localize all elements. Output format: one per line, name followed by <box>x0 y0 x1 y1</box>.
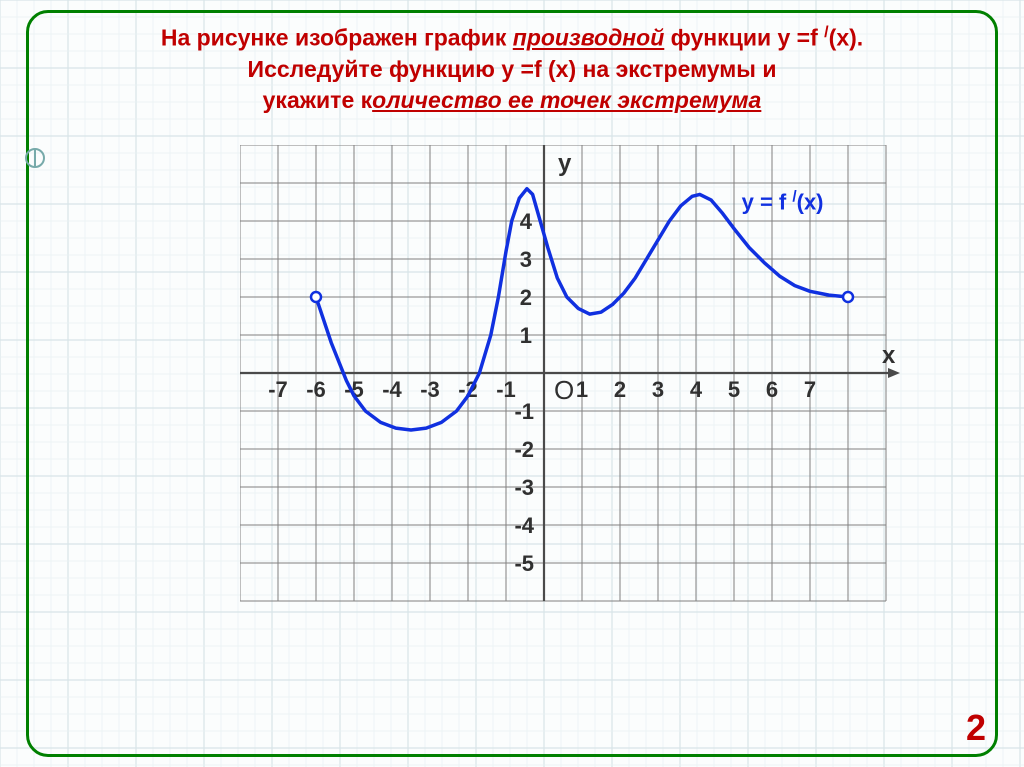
svg-text:1: 1 <box>520 323 532 348</box>
svg-text:y = f /(x): y = f /(x) <box>742 189 824 215</box>
svg-text:5: 5 <box>728 377 740 402</box>
svg-text:3: 3 <box>520 247 532 272</box>
title-line3-underline: оличество ее точек экстремума <box>372 87 761 113</box>
svg-text:4: 4 <box>520 209 533 234</box>
title-line3-pre: укажите к <box>263 87 373 113</box>
svg-text:-7: -7 <box>268 377 288 402</box>
svg-text:-3: -3 <box>420 377 440 402</box>
title-line1-post: функции y =f <box>664 25 824 51</box>
svg-text:-4: -4 <box>382 377 402 402</box>
svg-text:2: 2 <box>520 285 532 310</box>
title-line2: Исследуйте функцию y =f (x) на экстремум… <box>248 56 777 82</box>
svg-text:4: 4 <box>690 377 703 402</box>
svg-text:-2: -2 <box>514 437 534 462</box>
frame-handle-icon <box>23 146 47 170</box>
answer-value: 2 <box>966 707 986 749</box>
derivative-chart: -7-6-5-4-3-2-112345671234-1-2-3-4-5yxOy … <box>240 145 946 641</box>
svg-text:O: O <box>554 375 574 405</box>
title-line1-end: (x). <box>829 25 864 51</box>
svg-text:-1: -1 <box>514 399 534 424</box>
svg-text:3: 3 <box>652 377 664 402</box>
svg-text:-5: -5 <box>514 551 534 576</box>
svg-text:-6: -6 <box>306 377 326 402</box>
svg-text:7: 7 <box>804 377 816 402</box>
svg-text:-4: -4 <box>514 513 534 538</box>
svg-text:x: x <box>882 342 896 369</box>
svg-text:6: 6 <box>766 377 778 402</box>
svg-text:y: y <box>558 150 572 177</box>
svg-text:-1: -1 <box>496 377 516 402</box>
svg-text:1: 1 <box>576 377 588 402</box>
problem-title: На рисунке изображен график производной … <box>60 22 964 116</box>
title-line1-underline: производной <box>513 25 665 51</box>
svg-text:-3: -3 <box>514 475 534 500</box>
title-line1-pre: На рисунке изображен график <box>161 25 513 51</box>
svg-text:2: 2 <box>614 377 626 402</box>
